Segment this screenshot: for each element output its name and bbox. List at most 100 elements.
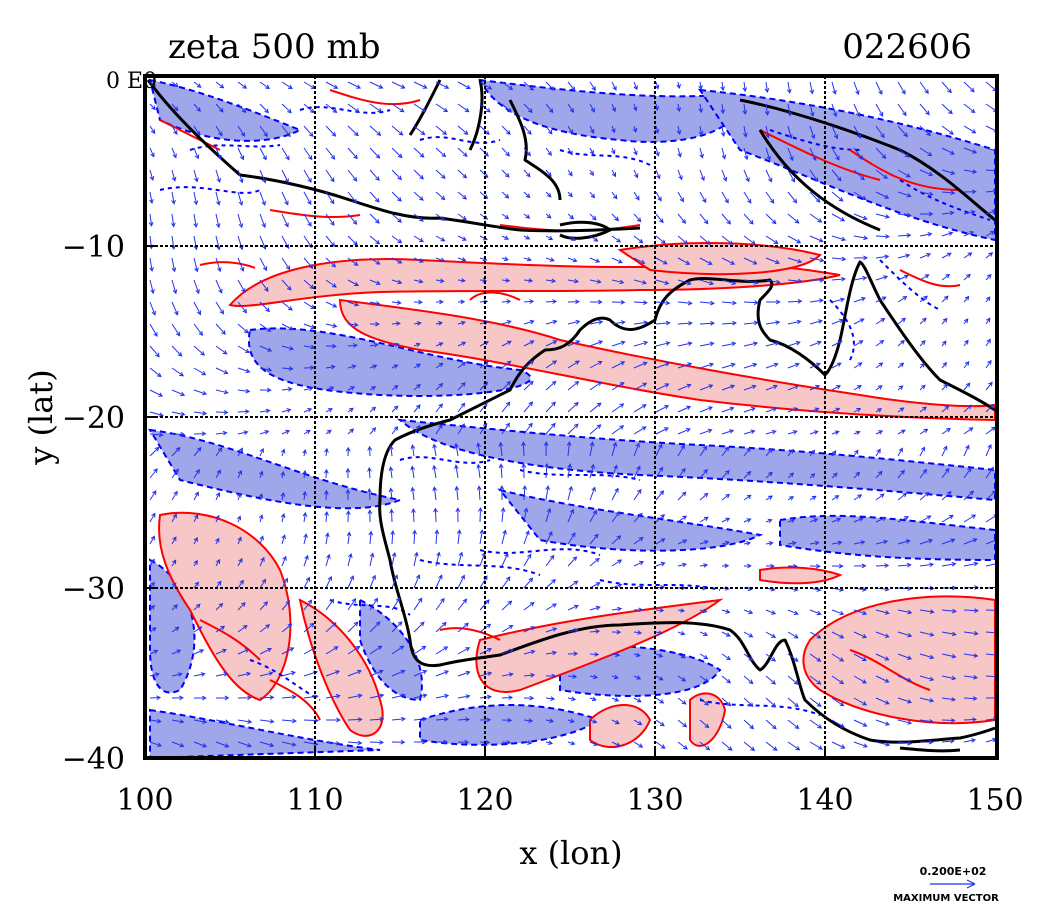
wind-vector-arrow	[325, 323, 338, 328]
wind-vector-arrow	[433, 507, 438, 523]
wind-vector-arrow	[787, 675, 799, 685]
wind-vector-arrow	[655, 279, 670, 285]
wind-vector-arrow	[787, 719, 800, 730]
wind-vector-arrow	[831, 609, 845, 616]
wind-vector-arrow	[523, 125, 532, 135]
wind-vector-arrow	[809, 407, 820, 413]
wind-vector-arrow	[476, 442, 481, 457]
wind-vector-arrow	[809, 191, 821, 203]
wind-vector-arrow	[303, 554, 309, 567]
wind-vector-arrow	[259, 191, 266, 206]
wind-vector-arrow	[215, 125, 223, 137]
wind-vector-arrow	[545, 579, 556, 589]
wind-vector-arrow	[897, 317, 907, 325]
wind-vector-arrow	[567, 299, 580, 305]
wind-vector-arrow	[281, 741, 297, 747]
vector-scale-legend: 0.200E+02 MAXIMUM VECTOR	[893, 865, 999, 904]
wind-vector-arrow	[325, 532, 330, 545]
wind-vector-arrow	[633, 675, 642, 680]
wind-vector-arrow	[369, 693, 385, 699]
wind-vector-arrow	[941, 147, 955, 155]
wind-vector-arrow	[897, 631, 913, 638]
wind-vector-arrow	[523, 81, 535, 91]
wind-vector-arrow	[457, 402, 466, 413]
wind-vector-arrow	[831, 340, 843, 347]
wind-vector-arrow	[171, 279, 178, 295]
wind-vector-arrow	[743, 697, 754, 708]
wind-vector-arrow	[280, 448, 286, 457]
wind-vector-arrow	[831, 191, 844, 202]
wind-vector-arrow	[787, 191, 798, 204]
wind-vector-arrow	[501, 147, 511, 157]
wind-vector-arrow	[875, 169, 888, 180]
wind-vector-arrow	[501, 672, 514, 677]
wind-vector-arrow	[281, 647, 295, 655]
wind-vector-arrow	[567, 604, 579, 611]
wind-vector-arrow	[765, 741, 778, 751]
wind-vector-arrow	[655, 561, 666, 567]
wind-vector-arrow	[545, 147, 552, 156]
wind-vector-arrow	[567, 319, 581, 325]
wind-vector-arrow	[259, 345, 273, 352]
wind-vector-arrow	[237, 279, 246, 293]
wind-vector-arrow	[567, 674, 578, 679]
wind-vector-arrow	[237, 648, 250, 655]
wind-vector-arrow	[413, 213, 424, 222]
wind-vector-arrow	[721, 653, 731, 661]
wind-vector-arrow	[567, 532, 576, 545]
wind-vector-arrow	[347, 125, 359, 137]
wind-vector-arrow	[853, 675, 867, 684]
wind-vector-arrow	[809, 719, 823, 729]
wind-vector-arrow	[809, 563, 821, 569]
wind-vector-arrow	[347, 407, 354, 413]
wind-vector-arrow	[435, 670, 450, 677]
wind-vector-arrow	[611, 511, 620, 523]
wind-vector-arrow	[435, 321, 444, 326]
wind-vector-arrow	[831, 213, 846, 222]
wind-vector-arrow	[765, 341, 780, 347]
wind-vector-arrow	[963, 231, 975, 237]
wind-vector-arrow	[831, 495, 840, 501]
wind-vector-arrow	[919, 340, 926, 347]
wind-vector-arrow	[919, 125, 932, 137]
wind-vector-arrow	[435, 169, 446, 180]
wind-vector-arrow	[919, 631, 935, 637]
wind-vector-arrow	[897, 492, 908, 501]
wind-vector-arrow	[941, 561, 957, 567]
wind-vector-arrow	[347, 81, 362, 89]
wind-vector-arrow	[388, 487, 394, 501]
wind-vector-arrow	[237, 671, 252, 677]
wind-vector-arrow	[435, 403, 443, 413]
wind-vector-arrow	[809, 697, 822, 707]
wind-vector-arrow	[919, 191, 934, 197]
wind-vector-arrow	[633, 81, 638, 91]
wind-vector-arrow	[237, 579, 244, 589]
wind-vector-arrow	[589, 402, 602, 413]
wind-vector-arrow	[435, 716, 449, 722]
wind-vector-arrow	[853, 494, 863, 501]
wind-vector-arrow	[501, 717, 513, 723]
wind-vector-arrow	[259, 301, 271, 313]
wind-vector-arrow	[875, 81, 883, 96]
wind-vector-arrow	[215, 719, 230, 725]
wind-vector-arrow	[853, 697, 868, 706]
wind-vector-arrow	[346, 531, 352, 545]
wind-vector-arrow	[897, 339, 905, 347]
wind-vector-arrow	[237, 624, 248, 633]
wind-vector-arrow	[325, 364, 336, 370]
corner-label: 0 E0	[106, 69, 157, 94]
wind-vector-arrow	[853, 430, 861, 436]
wind-vector-arrow	[259, 430, 270, 435]
wind-vector-arrow	[633, 382, 648, 391]
wind-vector-arrow	[677, 235, 689, 245]
wind-vector-arrow	[281, 191, 289, 206]
wind-vector-arrow	[831, 472, 838, 479]
wind-vector-arrow	[215, 213, 221, 229]
wind-vector-arrow	[809, 675, 822, 685]
wind-vector-arrow	[280, 512, 286, 523]
wind-vector-arrow	[303, 429, 311, 435]
wind-vector-arrow	[963, 404, 972, 413]
wind-vector-arrow	[875, 653, 890, 661]
wind-vector-arrow	[632, 103, 638, 112]
wind-vector-arrow	[831, 169, 842, 182]
